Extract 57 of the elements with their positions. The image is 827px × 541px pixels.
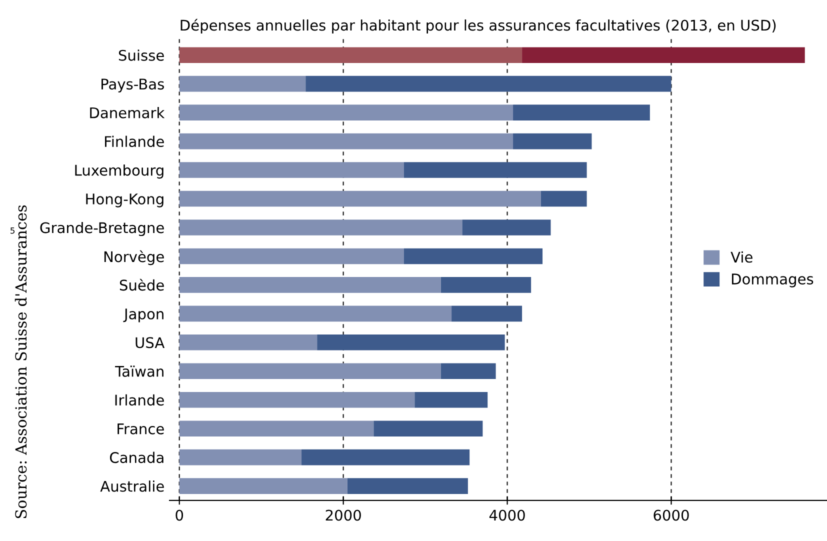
bar [404, 162, 587, 178]
x-tick-label: 0 [176, 510, 184, 521]
bar [513, 104, 650, 120]
bar [179, 392, 415, 408]
y-tick-label: USA [136, 337, 165, 348]
y-tick-label: Suisse [118, 50, 164, 61]
bar [347, 478, 468, 494]
y-tick-label: Danemark [90, 107, 165, 118]
bar [302, 449, 470, 466]
bar [179, 449, 302, 466]
bar [179, 162, 404, 178]
legend-label: Dommages [732, 274, 814, 288]
bar [179, 277, 441, 293]
y-tick-label: Pays-Bas [102, 78, 164, 92]
source-note: Source: Association Suisse d'Assurances [14, 205, 27, 518]
bar [179, 76, 306, 92]
bar [179, 220, 462, 236]
y-tick-label: Grande-Bretagne [40, 222, 164, 236]
bar [522, 47, 805, 64]
bar [179, 420, 374, 436]
bar [440, 363, 496, 380]
bar [179, 478, 348, 494]
y-tick-label: Taïwan [115, 366, 164, 377]
y-tick-label: Luxembourg [75, 164, 164, 179]
legend-label: Vie [730, 251, 752, 263]
bar [452, 306, 522, 322]
y-tick-label: Finlande [105, 136, 164, 148]
y-tick-label: Norvège [104, 250, 164, 266]
y-tick-label: Canada [110, 452, 164, 464]
bar [374, 420, 483, 436]
y-tick-label: Japon [123, 308, 164, 322]
bar [179, 133, 514, 150]
bar [179, 248, 404, 264]
y-tick-label: Suède [120, 278, 164, 291]
bar [440, 277, 532, 293]
y-tick-label: Irlande [115, 394, 164, 406]
x-tick-label: 2000 [326, 510, 361, 521]
bar [179, 47, 522, 64]
chart-title: Dépenses annuelles par habitant pour les assurances facultatives (2013, en USD) [180, 18, 776, 34]
y-tick-label: Australie [100, 480, 164, 492]
bar [306, 76, 672, 92]
bar [179, 104, 514, 120]
bar [404, 248, 543, 264]
bar [179, 363, 441, 380]
bar [462, 220, 551, 236]
bar [513, 133, 592, 150]
bar [414, 392, 488, 408]
bar [317, 334, 505, 350]
bar [540, 190, 587, 207]
x-tick-label: 6000 [654, 510, 689, 521]
x-tick-label: 4000 [489, 510, 525, 521]
y-tick-label: Hong-Kong [86, 194, 164, 208]
bar [179, 306, 452, 322]
bar [179, 334, 318, 350]
y-tick-label: France [118, 424, 164, 434]
bar [179, 190, 541, 207]
text: 5 [10, 228, 14, 234]
